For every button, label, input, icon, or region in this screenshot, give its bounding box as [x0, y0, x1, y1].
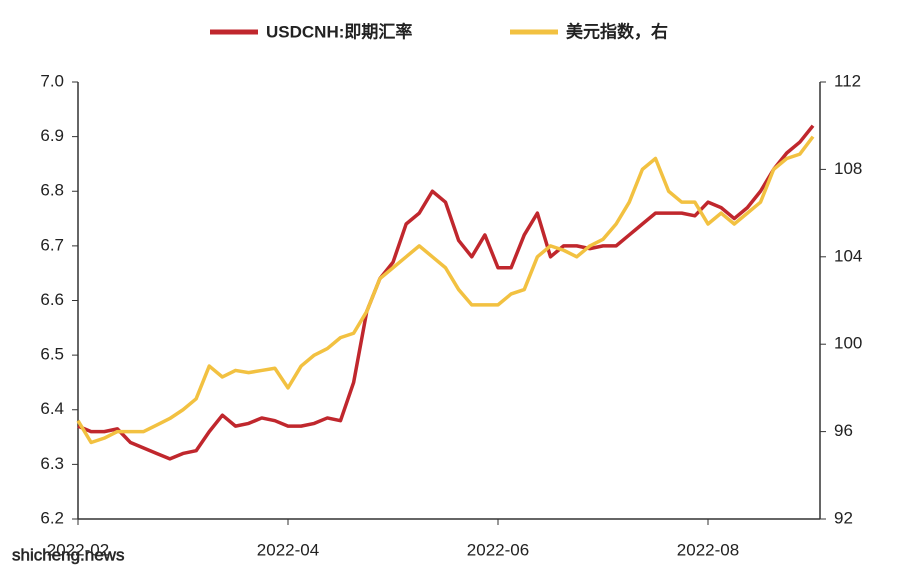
y2-tick-label: 112	[834, 71, 861, 90]
y-tick-label: 6.5	[40, 345, 64, 364]
watermark: shicheng.news	[12, 545, 124, 564]
y-tick-label: 7.0	[40, 71, 64, 90]
y2-tick-label: 96	[834, 421, 853, 440]
series-line	[76, 135, 815, 445]
y-tick-label: 6.4	[40, 399, 64, 418]
x-tick-label: 2022-04	[257, 540, 319, 559]
y-tick-label: 6.2	[40, 508, 64, 527]
y-tick-label: 6.3	[40, 454, 64, 473]
y-tick-label: 6.6	[40, 290, 64, 309]
y2-tick-label: 108	[834, 159, 862, 178]
y2-tick-label: 104	[834, 246, 862, 265]
x-tick-label: 2022-08	[677, 540, 739, 559]
y-tick-label: 6.7	[40, 235, 64, 254]
y-tick-label: 6.8	[40, 181, 64, 200]
series-line	[77, 124, 815, 461]
legend-label: USDCNH:即期汇率	[266, 21, 412, 41]
x-tick-label: 2022-02	[47, 540, 109, 559]
y-tick-label: 6.9	[40, 126, 64, 145]
legend-label: 美元指数，右	[566, 21, 668, 41]
x-tick-label: 2022-06	[467, 540, 529, 559]
y2-tick-label: 92	[834, 508, 853, 527]
y2-tick-label: 100	[834, 334, 862, 353]
